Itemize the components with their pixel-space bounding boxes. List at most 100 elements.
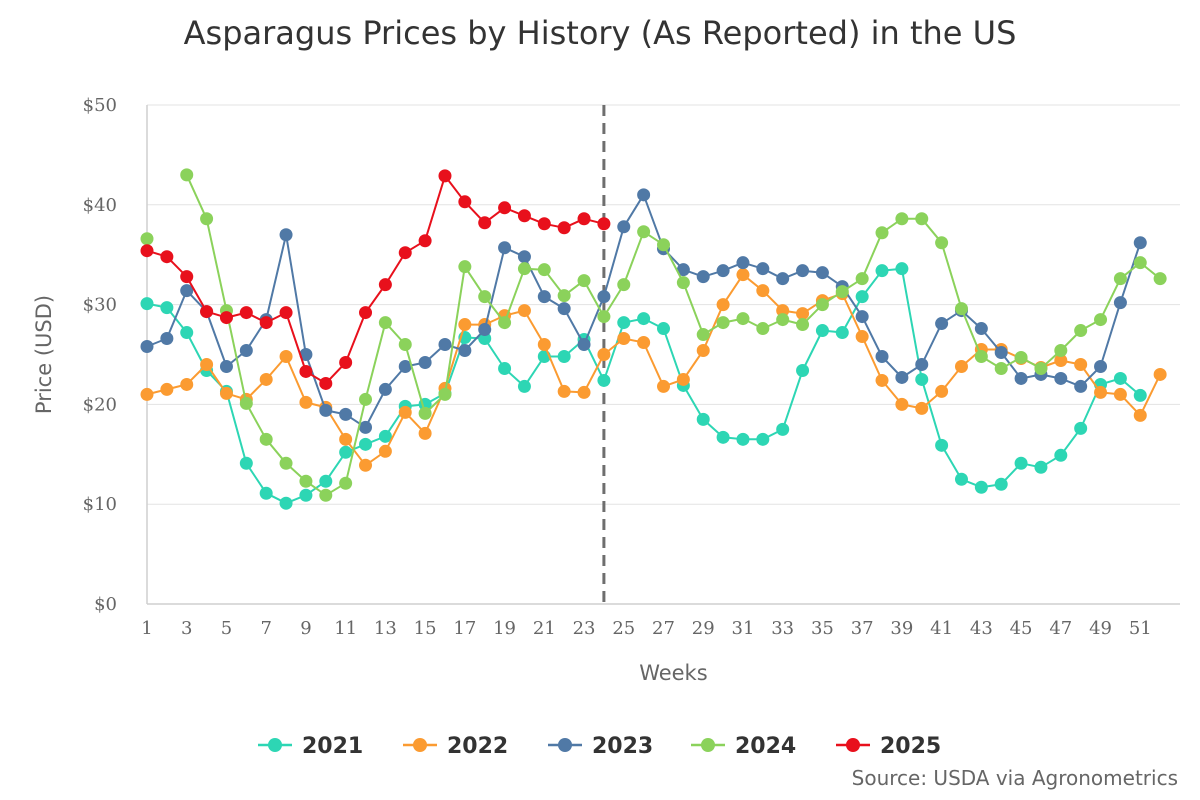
data-point-2024[interactable]	[200, 212, 214, 226]
data-point-2022[interactable]	[657, 379, 670, 393]
data-point-2023[interactable]	[776, 272, 790, 286]
data-point-2025[interactable]	[180, 270, 194, 284]
data-point-2023[interactable]	[756, 262, 770, 276]
data-point-2022[interactable]	[219, 386, 233, 400]
data-point-2021[interactable]	[279, 496, 293, 510]
legend-item-2023[interactable]: 2023	[548, 734, 653, 759]
data-point-2021[interactable]	[716, 430, 730, 444]
data-point-2023[interactable]	[418, 355, 432, 369]
data-point-2024[interactable]	[1133, 256, 1147, 270]
data-point-2022[interactable]	[259, 372, 273, 386]
data-point-2023[interactable]	[299, 348, 313, 361]
data-point-2024[interactable]	[835, 285, 849, 299]
data-point-2024[interactable]	[140, 232, 154, 246]
data-point-2023[interactable]	[1113, 296, 1127, 310]
data-point-2023[interactable]	[815, 266, 829, 280]
data-point-2022[interactable]	[1113, 387, 1127, 401]
data-point-2021[interactable]	[160, 301, 174, 315]
data-point-2024[interactable]	[339, 476, 353, 490]
data-point-2023[interactable]	[458, 344, 472, 358]
data-point-2025[interactable]	[219, 311, 233, 325]
data-point-2022[interactable]	[398, 405, 412, 419]
data-point-2025[interactable]	[557, 221, 571, 235]
data-point-2024[interactable]	[617, 278, 631, 292]
data-point-2022[interactable]	[756, 284, 770, 298]
data-point-2023[interactable]	[935, 317, 949, 331]
data-point-2023[interactable]	[517, 250, 531, 264]
data-point-2023[interactable]	[478, 323, 492, 337]
data-point-2021[interactable]	[815, 324, 829, 338]
data-point-2022[interactable]	[716, 298, 730, 312]
data-point-2022[interactable]	[1054, 353, 1068, 367]
data-point-2023[interactable]	[676, 263, 690, 277]
data-point-2023[interactable]	[716, 264, 730, 278]
data-point-2022[interactable]	[577, 385, 591, 399]
data-point-2022[interactable]	[915, 401, 929, 415]
data-point-2022[interactable]	[1094, 385, 1108, 399]
data-point-2021[interactable]	[1034, 460, 1048, 474]
data-point-2022[interactable]	[776, 304, 790, 318]
data-point-2021[interactable]	[736, 432, 750, 446]
data-point-2023[interactable]	[498, 241, 512, 255]
data-point-2023[interactable]	[597, 290, 611, 304]
data-point-2025[interactable]	[418, 234, 432, 248]
data-point-2022[interactable]	[359, 458, 373, 472]
data-point-2023[interactable]	[537, 290, 551, 304]
data-point-2023[interactable]	[696, 270, 710, 284]
data-point-2025[interactable]	[478, 216, 492, 230]
data-point-2024[interactable]	[1153, 272, 1167, 286]
data-point-2021[interactable]	[776, 422, 790, 436]
data-point-2022[interactable]	[1133, 408, 1147, 422]
data-point-2021[interactable]	[954, 472, 968, 486]
data-point-2024[interactable]	[895, 212, 909, 226]
data-point-2024[interactable]	[796, 318, 810, 332]
data-point-2022[interactable]	[537, 338, 551, 352]
data-point-2023[interactable]	[180, 284, 194, 298]
data-point-2023[interactable]	[219, 359, 233, 373]
data-point-2022[interactable]	[617, 332, 631, 346]
data-point-2023[interactable]	[577, 338, 591, 352]
data-point-2024[interactable]	[954, 302, 968, 316]
data-point-2021[interactable]	[239, 456, 253, 470]
data-point-2023[interactable]	[875, 349, 889, 363]
data-point-2025[interactable]	[160, 250, 174, 264]
data-point-2021[interactable]	[597, 373, 611, 387]
data-point-2025[interactable]	[259, 316, 273, 330]
data-point-2025[interactable]	[438, 169, 452, 183]
data-point-2021[interactable]	[339, 445, 353, 459]
data-point-2025[interactable]	[577, 212, 591, 226]
data-point-2024[interactable]	[259, 432, 273, 446]
data-point-2024[interactable]	[1113, 272, 1127, 286]
data-point-2021[interactable]	[915, 372, 929, 386]
data-point-2021[interactable]	[637, 312, 651, 326]
data-point-2021[interactable]	[1014, 456, 1028, 470]
data-point-2023[interactable]	[359, 420, 373, 434]
data-point-2024[interactable]	[398, 338, 412, 352]
data-point-2024[interactable]	[299, 474, 313, 488]
data-point-2021[interactable]	[180, 326, 194, 340]
data-point-2023[interactable]	[1054, 371, 1068, 385]
data-point-2024[interactable]	[1034, 361, 1048, 375]
data-point-2023[interactable]	[796, 264, 810, 278]
data-point-2021[interactable]	[935, 438, 949, 452]
data-point-2025[interactable]	[359, 306, 373, 320]
data-point-2023[interactable]	[1133, 236, 1147, 250]
data-point-2022[interactable]	[517, 304, 531, 318]
data-point-2024[interactable]	[875, 226, 889, 240]
data-point-2023[interactable]	[279, 228, 293, 242]
data-point-2021[interactable]	[299, 488, 313, 502]
data-point-2024[interactable]	[279, 456, 293, 470]
data-point-2024[interactable]	[974, 349, 988, 363]
data-point-2024[interactable]	[776, 313, 790, 327]
data-point-2022[interactable]	[557, 384, 571, 398]
data-point-2024[interactable]	[498, 316, 512, 330]
data-point-2025[interactable]	[498, 201, 512, 215]
data-point-2023[interactable]	[398, 359, 412, 373]
data-point-2025[interactable]	[319, 376, 333, 390]
data-point-2024[interactable]	[1054, 344, 1068, 358]
data-point-2024[interactable]	[359, 392, 373, 406]
data-point-2021[interactable]	[378, 429, 392, 443]
data-point-2025[interactable]	[339, 355, 353, 369]
data-point-2021[interactable]	[359, 437, 373, 451]
data-point-2023[interactable]	[140, 340, 154, 354]
